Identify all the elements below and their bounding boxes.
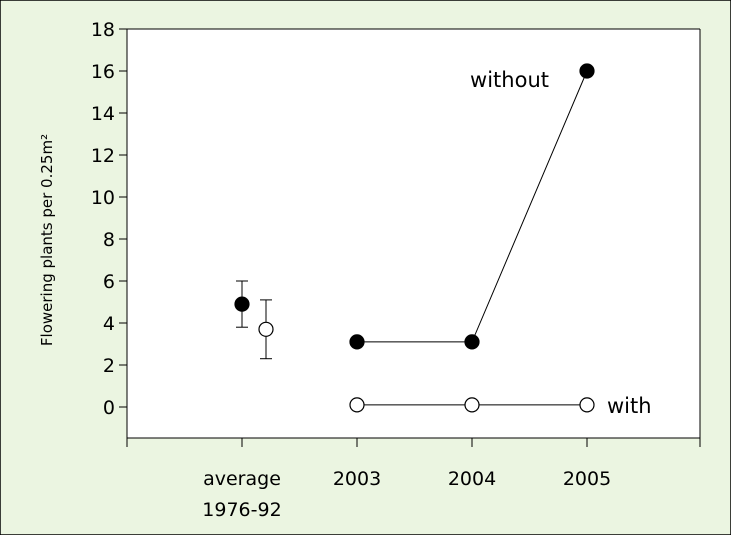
y-tick-label: 6 [103, 271, 115, 293]
y-tick-label: 18 [91, 19, 115, 41]
x-tick-label: 2003 [333, 468, 381, 490]
data-point-with [464, 397, 480, 413]
y-tick-label: 16 [91, 61, 115, 83]
series-label-with: with [607, 394, 652, 418]
series-label-without: without [470, 68, 549, 92]
y-tick-label: 0 [103, 397, 115, 419]
average-point-without [234, 296, 250, 312]
axes: 0 2 4 6 8 10 12 14 16 18 average 1976-92 2003 2004 200… [91, 19, 701, 521]
y-tick-label: 10 [91, 187, 115, 209]
x-tick-label: 2005 [563, 468, 611, 490]
y-tick-label: 2 [103, 355, 115, 377]
x-tick-label-line2: 1976-92 [202, 499, 281, 521]
y-tick-label: 12 [91, 145, 115, 167]
data-point-with [349, 397, 365, 413]
data-point-without [579, 63, 595, 79]
plot-area [127, 29, 700, 438]
y-tick-label: 8 [103, 229, 115, 251]
y-tick-label: 4 [103, 313, 115, 335]
average-point-with [258, 321, 274, 337]
y-axis-label: Flowering plants per 0.25m² [38, 134, 56, 346]
chart-marks: without with [234, 63, 652, 418]
data-point-without [464, 334, 480, 350]
y-tick-label: 14 [91, 103, 115, 125]
data-point-with [579, 397, 595, 413]
x-tick-label: average [203, 468, 281, 490]
x-tick-label: 2004 [448, 468, 496, 490]
data-point-without [349, 334, 365, 350]
